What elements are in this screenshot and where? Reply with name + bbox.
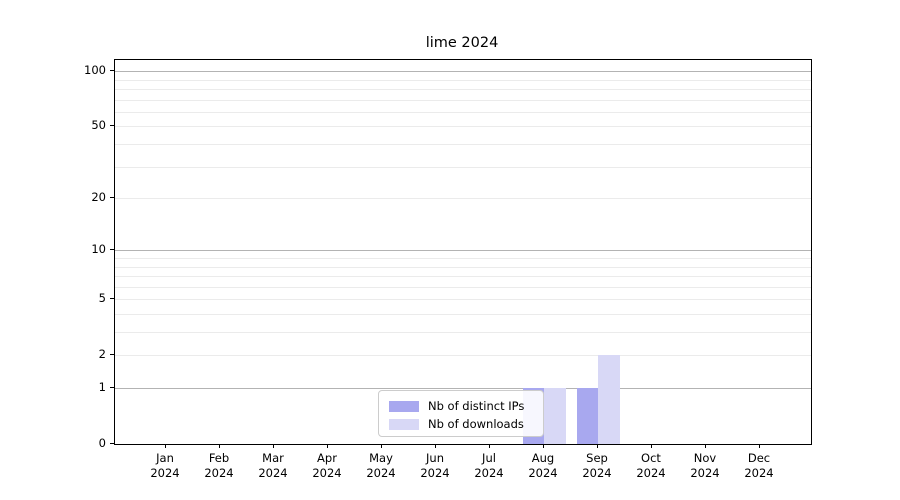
minor-gridline [115, 355, 811, 357]
y-tick-label: 100 [84, 63, 106, 78]
x-tick-label-mar: Mar 2024 [258, 451, 288, 480]
minor-gridline [115, 286, 811, 288]
major-gridline [115, 250, 811, 252]
y-tick-mark [110, 386, 114, 388]
minor-gridline [115, 198, 811, 200]
y-tick-label: 20 [91, 190, 106, 205]
x-tick-mark [758, 444, 760, 448]
minor-gridline [115, 89, 811, 90]
legend-item-distinct-ips: Nb of distinct IPs [389, 397, 535, 415]
minor-gridline [115, 257, 811, 259]
x-tick-label-aug: Aug 2024 [528, 451, 558, 480]
x-tick-mark [488, 444, 490, 448]
bar-downloads-aug [544, 388, 566, 444]
minor-gridline [115, 111, 811, 113]
x-tick-mark [542, 444, 544, 448]
legend-label-distinct-ips: Nb of distinct IPs [428, 399, 525, 413]
x-tick-mark [596, 444, 598, 448]
y-tick-label: 5 [98, 291, 106, 306]
minor-gridline [115, 266, 811, 268]
y-tick-mark [110, 353, 114, 355]
y-tick-mark [110, 297, 114, 299]
bar-downloads-sep [598, 355, 620, 444]
x-tick-label-nov: Nov 2024 [690, 451, 720, 480]
minor-gridline [115, 126, 811, 128]
legend-swatch-downloads [389, 418, 419, 430]
y-tick-label: 2 [98, 347, 106, 362]
y-tick-label: 10 [91, 242, 106, 257]
chart-title: lime 2024 [425, 35, 499, 51]
bar-distinct-ips-sep [576, 388, 598, 444]
x-tick-mark [704, 444, 706, 448]
legend-item-downloads: Nb of downloads [389, 415, 535, 433]
y-tick-mark [110, 124, 114, 127]
minor-gridline [115, 332, 811, 333]
y-tick-label: 0 [98, 436, 106, 450]
x-tick-label-jan: Jan 2024 [150, 451, 180, 480]
x-tick-mark [218, 444, 220, 448]
legend-label-downloads: Nb of downloads [428, 417, 524, 431]
y-tick-mark [110, 442, 114, 444]
y-tick-mark [110, 248, 114, 250]
x-tick-mark [380, 444, 382, 448]
x-tick-label-sep: Sep 2024 [582, 451, 612, 480]
plot-area [114, 59, 812, 445]
x-tick-label-oct: Oct 2024 [636, 451, 666, 480]
y-tick-label: 1 [98, 380, 106, 394]
y-tick-mark [110, 69, 114, 71]
minor-gridline [115, 299, 811, 301]
major-gridline [115, 388, 811, 389]
y-tick-label: 50 [91, 118, 106, 133]
x-tick-label-jun: Jun 2024 [420, 451, 450, 480]
minor-gridline [115, 166, 811, 168]
legend-swatch-distinct-ips [389, 400, 419, 412]
minor-gridline [115, 276, 811, 278]
major-gridline [115, 71, 811, 73]
minor-gridline [115, 79, 811, 81]
x-tick-mark [326, 444, 328, 448]
x-tick-label-feb: Feb 2024 [204, 451, 234, 480]
x-tick-label-apr: Apr 2024 [312, 451, 342, 480]
minor-gridline [115, 99, 811, 101]
x-tick-label-may: May 2024 [366, 451, 396, 480]
x-tick-mark [434, 444, 436, 448]
y-tick-mark [110, 196, 114, 198]
x-tick-mark [272, 444, 274, 448]
x-tick-label-dec: Dec 2024 [744, 451, 774, 480]
x-tick-mark [650, 444, 652, 448]
x-tick-label-jul: Jul 2024 [474, 451, 504, 480]
legend: Nb of distinct IPs Nb of downloads [378, 390, 544, 437]
minor-gridline [115, 144, 811, 145]
x-tick-mark [164, 444, 166, 448]
minor-gridline [115, 313, 811, 315]
